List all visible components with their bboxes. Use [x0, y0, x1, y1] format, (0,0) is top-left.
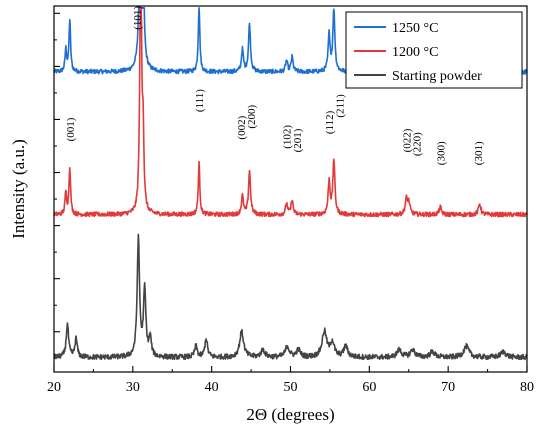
legend-entry: Starting powder — [392, 69, 482, 84]
peak-label: (022) — [401, 128, 413, 152]
peak-label: (102) — [282, 125, 294, 149]
y-axis-ticks — [54, 12, 60, 333]
peak-label: (220) — [412, 132, 424, 156]
x-tick-label: 50 — [284, 380, 298, 395]
peak-annotations: (001) (101) (111) (002)(200) (102)(201) (112)… — [65, 6, 485, 166]
x-axis-ticks: 20 30 40 50 60 70 80 — [47, 366, 534, 395]
y-axis-title: Intensity (a.u.) — [9, 139, 28, 239]
x-tick-label: 60 — [362, 380, 376, 395]
peak-label: (111) — [194, 89, 206, 112]
x-tick-label: 70 — [441, 380, 455, 395]
peak-label: (300) — [435, 141, 447, 165]
peak-label: (112) — [324, 110, 336, 134]
peak-label: (002) — [236, 115, 248, 139]
legend-entry: 1250 °C — [392, 21, 438, 36]
legend-entry: 1200 °C — [392, 45, 438, 60]
x-tick-label: 20 — [47, 380, 61, 395]
peak-label: (101) — [132, 6, 144, 30]
peak-label: (211) — [334, 94, 346, 118]
series-line — [53, 233, 528, 361]
series-line — [53, 7, 528, 218]
x-tick-label: 30 — [126, 380, 140, 395]
peak-label: (200) — [246, 104, 258, 128]
peak-label: (001) — [65, 117, 77, 141]
x-axis-title: 2Θ (degrees) — [246, 405, 334, 424]
peak-label: (201) — [292, 128, 304, 152]
peak-label: (301) — [473, 141, 485, 165]
legend: 1250 °C 1200 °C Starting powder — [345, 11, 523, 89]
x-tick-label: 80 — [520, 380, 534, 395]
x-tick-label: 40 — [205, 380, 219, 395]
